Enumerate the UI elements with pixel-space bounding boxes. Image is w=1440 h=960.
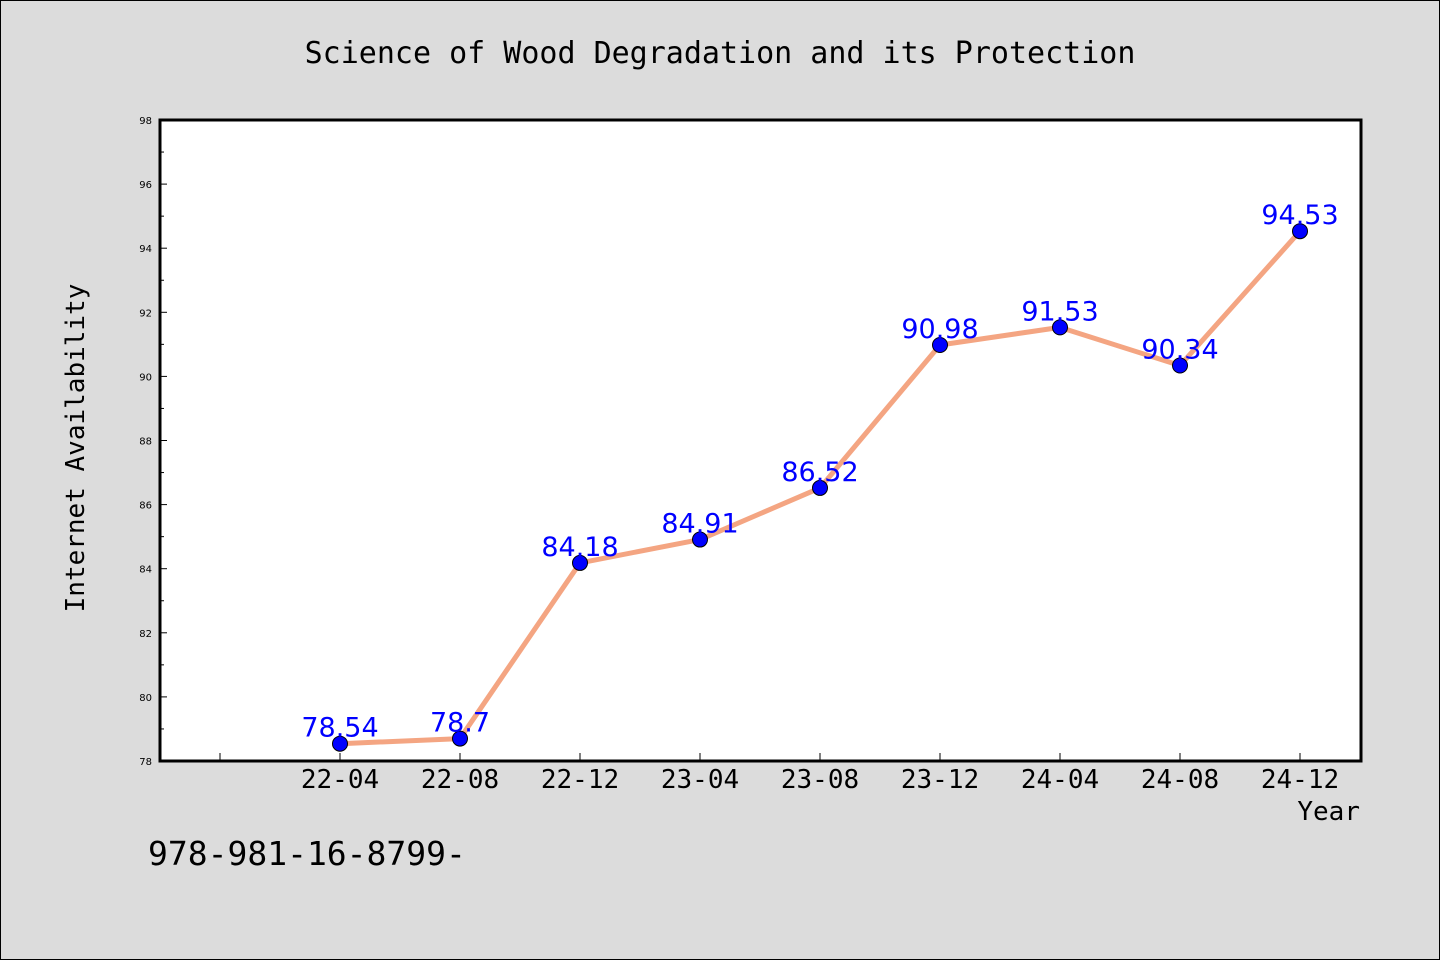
data-label: 84.18 (541, 532, 618, 563)
y-axis: 78 80 82 84 86 88 90 92 94 96 98 (139, 116, 167, 768)
chart-title: Science of Wood Degradation and its Prot… (305, 36, 1136, 71)
plot-area (158, 118, 1363, 763)
data-label: 94.53 (1261, 200, 1338, 231)
y-tick-label: 94 (139, 244, 152, 255)
y-tick-label: 82 (139, 629, 152, 640)
y-tick-label: 80 (139, 693, 152, 704)
data-label: 78.7 (430, 708, 490, 739)
y-tick-label: 98 (139, 116, 152, 127)
x-axis-label: Year (1297, 797, 1360, 827)
x-tick-label: 24-08 (1141, 765, 1219, 795)
data-point (572, 554, 588, 571)
data-point (692, 531, 708, 548)
x-tick-label: 23-12 (901, 765, 979, 795)
data-point (932, 336, 948, 353)
x-tick-label: 23-04 (661, 765, 739, 795)
data-label: 90.34 (1141, 335, 1218, 366)
y-tick-label: 90 (139, 372, 152, 383)
data-point (1052, 319, 1068, 336)
data-point (452, 730, 468, 747)
x-tick-label: 22-04 (301, 765, 379, 795)
isbn-text: 978-981-16-8799- (148, 834, 466, 873)
data-label: 86.52 (781, 457, 858, 488)
x-axis: 22-04 22-08 22-12 23-04 23-08 23-12 24-04 24-08… (219, 753, 1339, 795)
y-tick-label: 78 (139, 757, 152, 768)
x-tick-label: 22-08 (421, 765, 499, 795)
y-tick-label: 92 (139, 308, 152, 319)
x-tick-label: 24-12 (1261, 765, 1339, 795)
x-tick-label: 24-04 (1021, 765, 1099, 795)
y-tick-label: 88 (139, 437, 152, 448)
y-tick-label: 84 (139, 565, 152, 576)
y-tick-label: 96 (139, 180, 152, 191)
data-label: 90.98 (901, 314, 978, 345)
y-axis-label: Internet Availability (61, 284, 91, 613)
data-label: 84.91 (661, 509, 738, 540)
x-tick-label: 23-08 (781, 765, 859, 795)
data-point (1172, 357, 1188, 374)
data-point (812, 479, 828, 496)
data-label: 91.53 (1021, 296, 1098, 327)
y-tick-label: 86 (139, 501, 152, 512)
data-label: 78.54 (301, 713, 378, 744)
data-point (1292, 223, 1308, 240)
series-group: 78.54 78.7 84.18 84.91 86.52 90.98 91.53 90.34 9… (301, 200, 1339, 752)
data-point (332, 735, 348, 752)
x-tick-label: 22-12 (541, 765, 619, 795)
